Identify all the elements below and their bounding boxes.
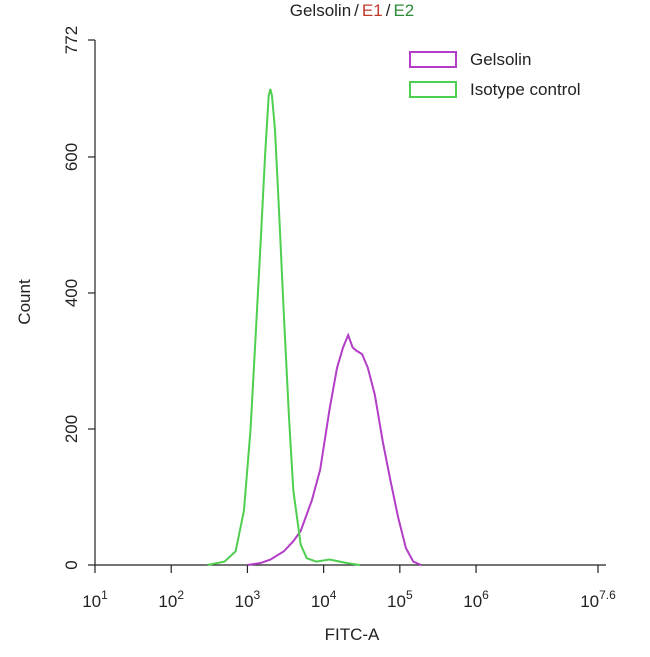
tick-base: 10 [463,592,482,611]
tick-base: 10 [158,592,177,611]
x-axis-label: FITC-A [325,625,380,644]
legend-label: Isotype control [470,80,581,99]
tick-exponent: 3 [254,588,261,602]
x-tick-label: 101 [82,588,108,611]
x-tick-label: 105 [387,588,413,611]
title-part: E1 [362,1,383,20]
title-part: / [386,1,391,20]
legend-label: Gelsolin [470,50,531,69]
tick-base: 10 [580,592,599,611]
title-part: Gelsolin [290,1,351,20]
legend-swatch [409,51,457,68]
y-tick-label: 772 [62,26,81,54]
tick-base: 10 [235,592,254,611]
tick-exponent: 5 [406,588,413,602]
tick-exponent: 1 [101,588,108,602]
y-tick-label: 600 [62,143,81,171]
tick-exponent: 6 [482,588,489,602]
x-tick-label: 104 [311,588,337,611]
tick-exponent: 7.6 [599,588,616,602]
tick-exponent: 2 [177,588,184,602]
tick-base: 10 [82,592,101,611]
y-tick-label: 200 [62,415,81,443]
x-tick-label: 102 [158,588,184,611]
y-axis-label: Count [15,279,34,325]
series-line [247,332,422,566]
y-tick-label: 400 [62,279,81,307]
x-tick-label: 107.6 [580,588,616,611]
title-part: E2 [393,1,414,20]
series-line [207,88,361,566]
y-tick-label: 0 [62,560,81,569]
tick-exponent: 4 [330,588,337,602]
tick-base: 10 [311,592,330,611]
legend-swatch [409,81,457,98]
chart-title: Gelsolin / E1/E2 [290,1,414,20]
x-tick-label: 103 [235,588,261,611]
x-tick-label: 106 [463,588,489,611]
title-part: / [354,1,359,20]
tick-base: 10 [387,592,406,611]
